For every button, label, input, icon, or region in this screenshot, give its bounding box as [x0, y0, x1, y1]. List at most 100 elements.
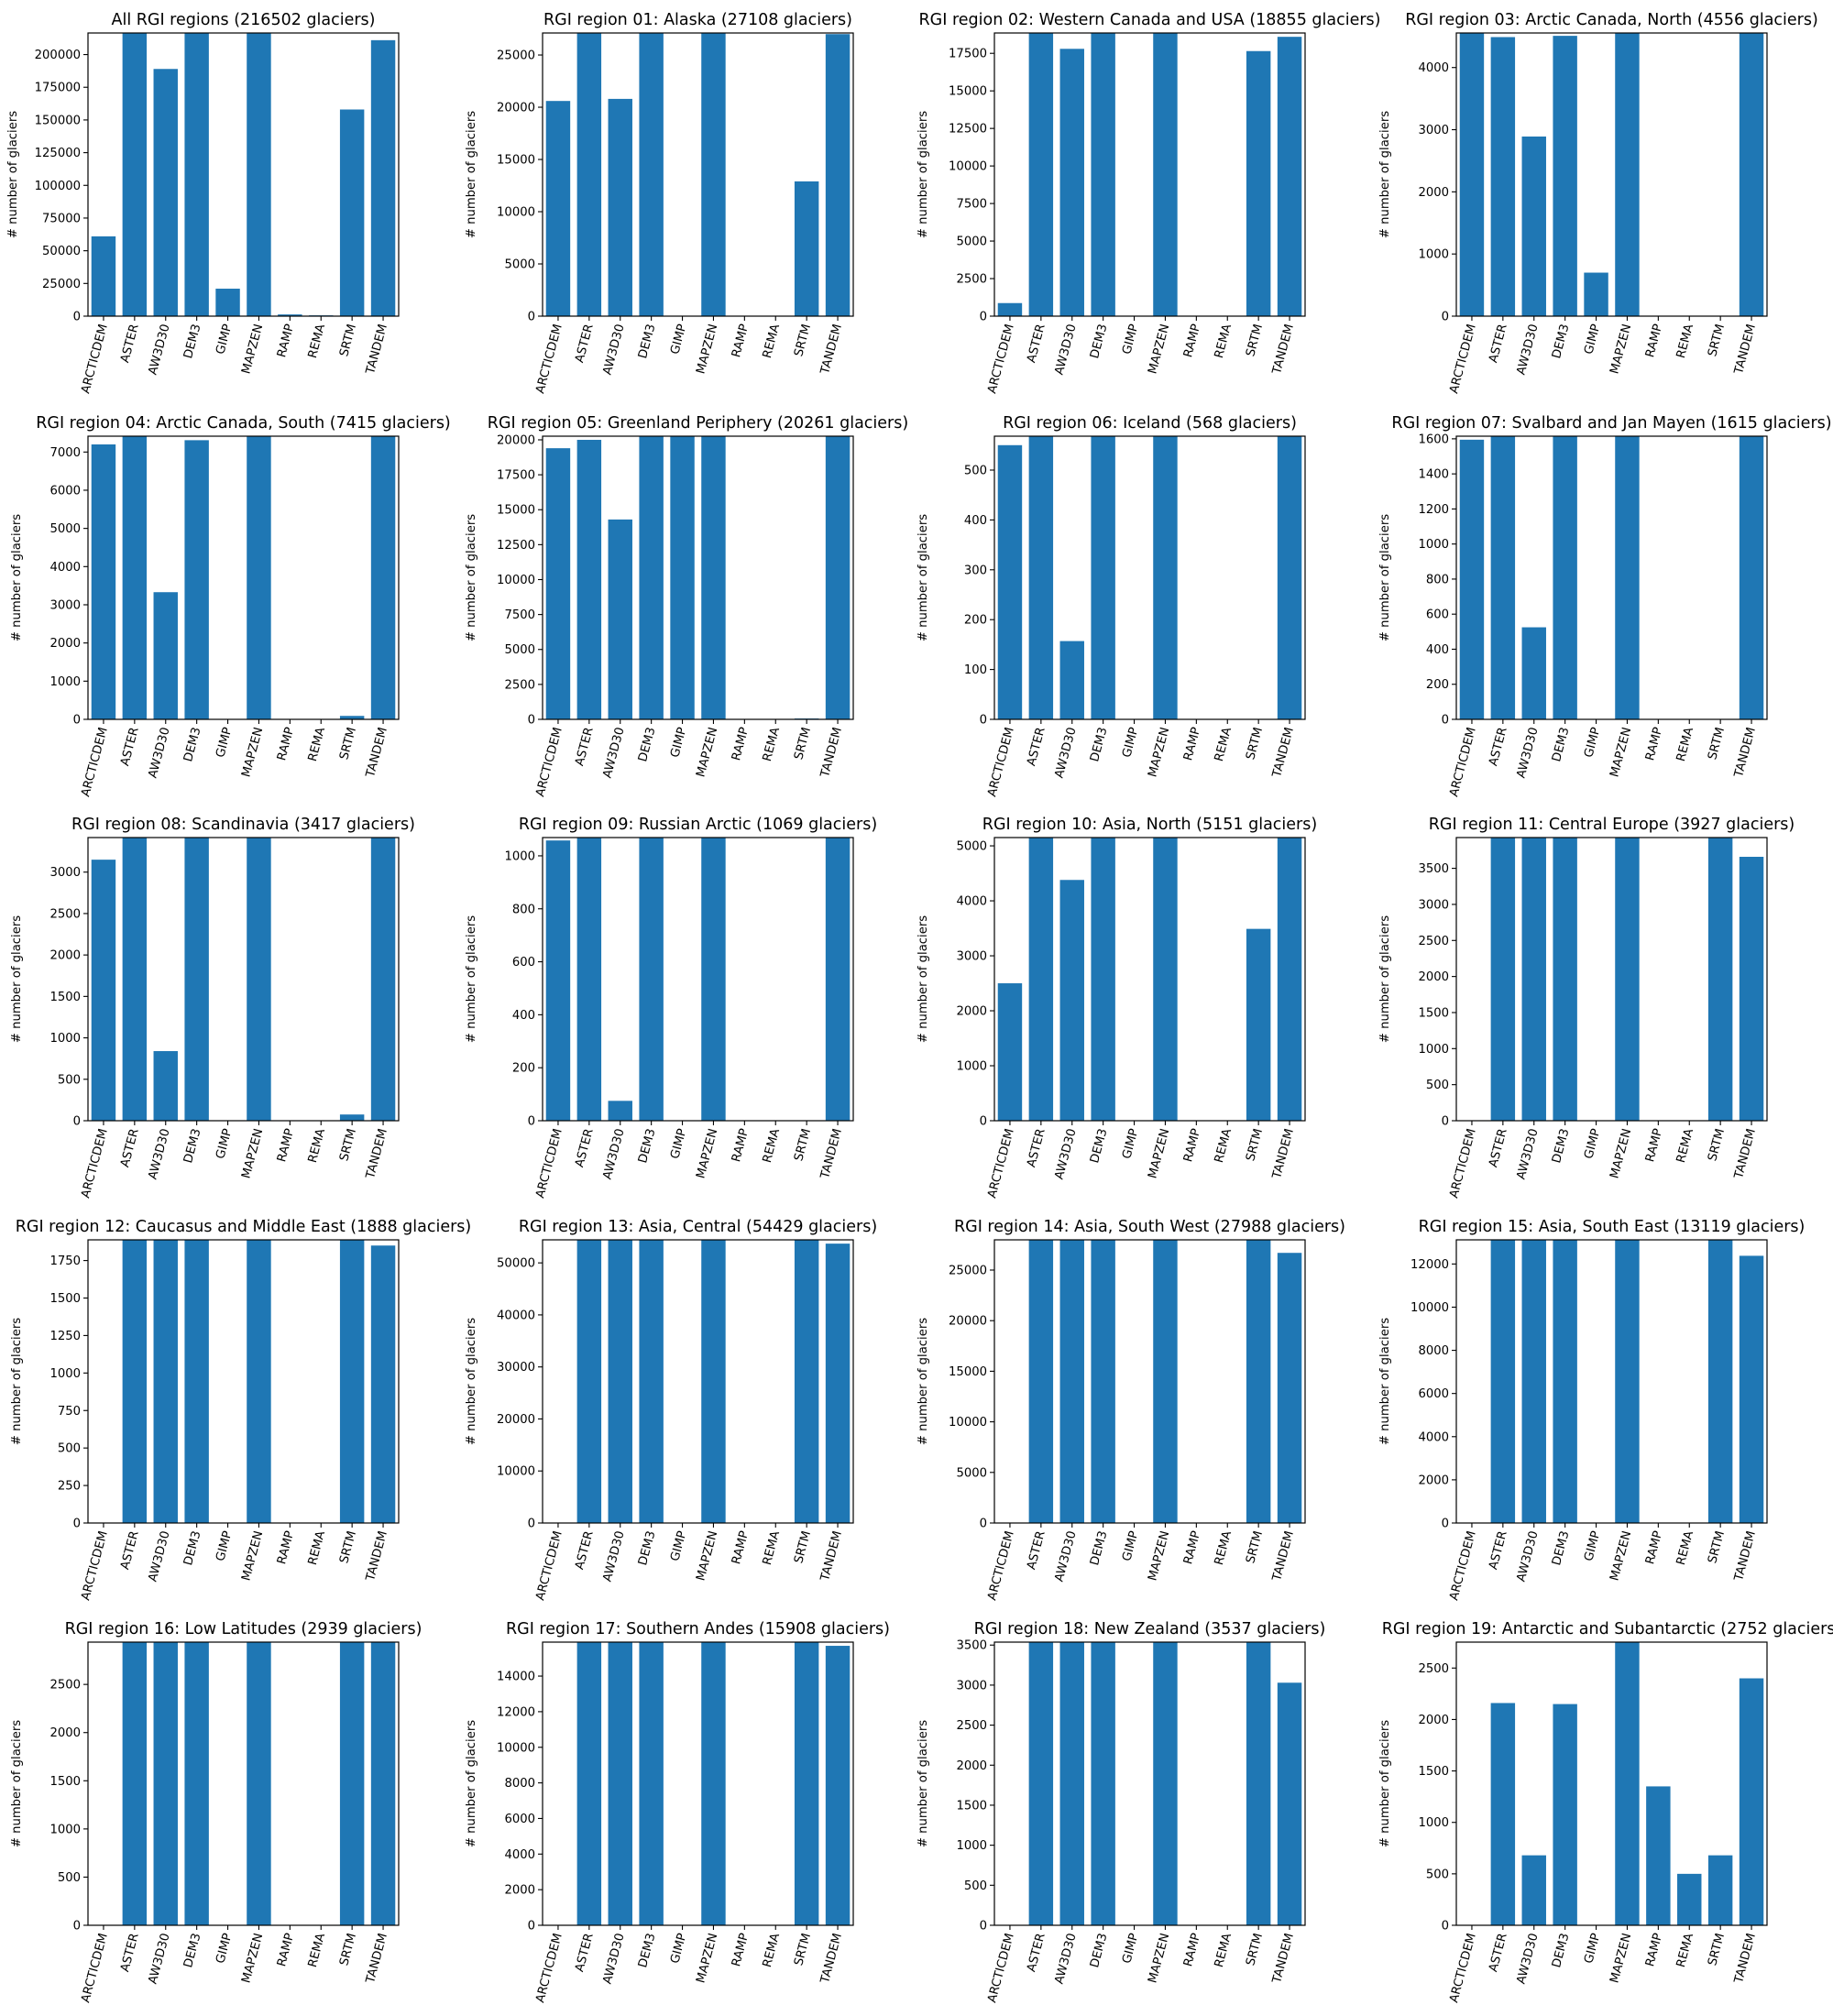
x-tick-label: MAPZEN: [1146, 1529, 1172, 1583]
bar-rema: [1677, 1873, 1702, 1925]
x-tick-label: AW3D30: [146, 1529, 172, 1583]
bar-dem3: [1091, 436, 1115, 719]
x-tick-label: TANDEM: [1732, 1127, 1759, 1181]
y-tick-label: 2000: [49, 1726, 81, 1740]
subplot-8: RGI region 08: Scandinavia (3417 glacier…: [10, 816, 415, 1200]
y-tick-label: 5000: [504, 643, 535, 657]
subplot-12: RGI region 12: Caucasus and Middle East …: [10, 1218, 471, 1602]
bar-tandem: [370, 1245, 396, 1523]
x-tick-label: RAMP: [1643, 1932, 1665, 1968]
bar-dem3: [1091, 1240, 1115, 1523]
y-tick-label: 0: [73, 714, 81, 728]
subplot-title: RGI region 12: Caucasus and Middle East …: [16, 1218, 472, 1236]
x-tick-label: DEM3: [636, 1127, 658, 1165]
y-tick-label: 4000: [1418, 61, 1449, 75]
y-tick-label: 1000: [956, 1060, 987, 1074]
y-tick-label: 4000: [956, 895, 987, 909]
subplot-0: All RGI regions (216502 glaciers) # numbe…: [6, 11, 400, 395]
x-tick-label: RAMP: [1643, 323, 1665, 359]
subplot-6: RGI region 06: Iceland (568 glaciers) # n…: [916, 414, 1306, 798]
y-tick-label: 2000: [1418, 1714, 1449, 1727]
bar-aw3d30: [608, 1642, 632, 1925]
y-tick-label: 1000: [49, 1823, 81, 1836]
x-tick-label: GIMP: [1120, 1529, 1141, 1562]
subplot-15: RGI region 15: Asia, South East (13119 g…: [1378, 1218, 1805, 1602]
x-tick-label: GIMP: [668, 1529, 689, 1562]
x-tick-label: RAMP: [730, 1932, 752, 1968]
x-tick-label: SRTM: [1706, 726, 1728, 761]
bar-aster: [1490, 838, 1516, 1121]
x-tick-label: DEM3: [181, 1127, 203, 1165]
y-tick-label: 10000: [949, 1416, 987, 1430]
bar-aster: [122, 33, 148, 316]
x-tick-label: RAMP: [275, 1127, 297, 1164]
axes-frame: [993, 1641, 1306, 1926]
x-tick-label: ASTER: [118, 323, 142, 364]
y-tick-label: 300: [964, 564, 987, 577]
y-tick-label: 500: [964, 464, 987, 477]
y-tick-label: 25000: [949, 1264, 987, 1277]
bar-arcticdem: [545, 840, 571, 1121]
bar-srtm: [1246, 1240, 1271, 1523]
y-axis-label: # number of glaciers: [6, 111, 20, 238]
bar-arcticdem: [997, 444, 1023, 719]
bar-dem3: [1091, 838, 1115, 1121]
y-tick-label: 1000: [1418, 1043, 1449, 1057]
bar-mapzen: [1615, 838, 1640, 1121]
y-tick-label: 500: [58, 1073, 81, 1087]
bar-aw3d30: [1521, 1855, 1546, 1925]
y-tick-label: 400: [1426, 643, 1449, 657]
subplot-title: RGI region 16: Low Latitudes (2939 glaci…: [65, 1620, 423, 1638]
x-tick-label: DEM3: [636, 726, 658, 763]
x-tick-label: RAMP: [1643, 726, 1665, 762]
x-tick-label: ASTER: [1487, 1529, 1510, 1571]
bar-aw3d30: [153, 1051, 178, 1121]
x-tick-label: SRTM: [337, 1127, 359, 1163]
y-tick-label: 10000: [497, 1465, 535, 1479]
x-tick-label: AW3D30: [1514, 1127, 1541, 1181]
x-tick-label: GIMP: [1120, 323, 1141, 356]
x-tick-label: ASTER: [118, 726, 142, 767]
bar-mapzen: [1615, 1240, 1640, 1523]
x-tick-label: SRTM: [1706, 1932, 1728, 1967]
bar-tandem: [1277, 37, 1302, 317]
x-tick-label: MAPZEN: [239, 1932, 266, 1985]
bar-aster: [1028, 1240, 1054, 1523]
bar-dem3: [639, 838, 664, 1121]
bar-dem3: [1553, 36, 1577, 316]
x-tick-label: ARCTICDEM: [1447, 323, 1479, 395]
x-tick-label: RAMP: [275, 726, 297, 762]
bar-aw3d30: [1521, 136, 1546, 316]
axes-frame: [542, 435, 854, 720]
x-tick-label: TANDEM: [818, 1529, 845, 1583]
y-tick-label: 1500: [1418, 1765, 1449, 1779]
bar-dem3: [1091, 1642, 1115, 1925]
bar-dem3: [1553, 1240, 1577, 1523]
bar-arcticdem: [997, 983, 1023, 1121]
bar-mapzen: [701, 33, 726, 316]
y-tick-label: 50000: [497, 1257, 535, 1271]
x-tick-label: ARCTICDEM: [985, 1127, 1017, 1200]
bar-tandem: [370, 1642, 396, 1925]
subplot-title: RGI region 13: Asia, Central (54429 glac…: [519, 1218, 877, 1236]
x-tick-label: ASTER: [573, 323, 597, 364]
x-tick-label: DEM3: [1088, 323, 1110, 360]
y-tick-label: 2000: [1418, 970, 1449, 984]
bar-srtm: [794, 181, 819, 316]
y-axis-label: # number of glaciers: [1378, 1318, 1392, 1445]
y-tick-label: 2500: [1418, 1662, 1449, 1676]
x-tick-label: RAMP: [275, 1529, 297, 1566]
x-tick-label: TANDEM: [818, 726, 845, 780]
y-tick-label: 500: [1426, 1868, 1449, 1881]
x-tick-label: MAPZEN: [239, 1127, 266, 1180]
bar-srtm: [1246, 50, 1271, 317]
bar-srtm: [1246, 1642, 1271, 1925]
x-tick-label: TANDEM: [1732, 1932, 1759, 1986]
y-tick-label: 15000: [497, 154, 535, 168]
x-tick-label: AW3D30: [1514, 726, 1541, 780]
bar-aster: [576, 838, 602, 1121]
y-tick-label: 1000: [956, 1839, 987, 1853]
y-tick-label: 2000: [1418, 186, 1449, 200]
y-tick-label: 2000: [504, 1884, 535, 1898]
bar-aster: [1490, 1240, 1516, 1523]
